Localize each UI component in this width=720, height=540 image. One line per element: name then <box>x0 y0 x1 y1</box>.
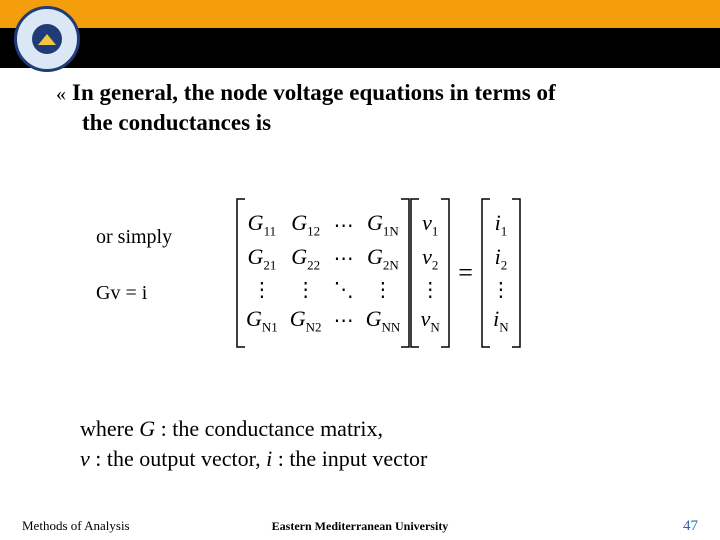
bullet-block: « In general, the node voltage equations … <box>56 78 684 108</box>
g-cell: ⋮ <box>252 277 272 302</box>
or-simply-text: or simply <box>96 226 172 249</box>
where-text: : the input vector <box>272 446 427 471</box>
footer-left: Methods of Analysis <box>22 518 130 534</box>
i-bracket-right <box>511 198 521 348</box>
footer-page-number: 47 <box>683 518 698 535</box>
g-cell: G12 <box>291 210 320 239</box>
slide-content: « In general, the node voltage equations … <box>36 78 684 496</box>
university-logo <box>14 6 80 72</box>
g-cell: G1N <box>367 210 399 239</box>
g-cell: ⋯ <box>334 246 354 271</box>
g-cell: G11 <box>248 210 276 239</box>
black-title-band <box>0 28 720 68</box>
i-cell: i1 <box>495 210 508 239</box>
where-text: where <box>80 416 139 441</box>
i-bracket-left <box>481 198 491 348</box>
g-cell: G2N <box>367 244 399 273</box>
i-cell: iN <box>493 306 509 335</box>
g-cell: ⋮ <box>373 277 393 302</box>
where-block: where G : the conductance matrix, v : th… <box>80 414 427 473</box>
g-cell: GNN <box>366 306 401 335</box>
g-cell: G22 <box>291 244 320 273</box>
v-bracket-right <box>440 198 450 348</box>
bullet-symbol: « <box>56 83 66 105</box>
bullet-line-2: the conductances is <box>82 110 271 135</box>
bullet-line-2-wrap: the conductances is <box>82 108 684 138</box>
v-vector: v1 v2 ⋮ vN <box>420 210 440 335</box>
v-cell: vN <box>421 306 440 335</box>
g-cell: ⋯ <box>334 213 354 238</box>
slide-footer: Methods of Analysis Eastern Mediterranea… <box>0 512 720 540</box>
v-cell: v2 <box>422 244 438 273</box>
g-bracket-right <box>400 198 410 348</box>
where-text: : the output vector, <box>90 446 266 471</box>
v-cell: ⋮ <box>420 277 440 302</box>
g-matrix: G11 G12 ⋯ G1N G21 G22 ⋯ G2N ⋮ ⋮ ⋱ ⋮ GN1 … <box>246 210 400 335</box>
bullet-line-1: In general, the node voltage equations i… <box>72 80 556 105</box>
g-cell: ⋯ <box>334 308 354 333</box>
g-cell: G21 <box>247 244 276 273</box>
i-vector: i1 i2 ⋮ iN <box>491 210 511 335</box>
where-G: G <box>139 416 155 441</box>
g-cell: GN1 <box>246 306 278 335</box>
g-bracket-left <box>236 198 246 348</box>
footer-center: Eastern Mediterranean University <box>272 519 449 534</box>
g-cell: ⋮ <box>296 277 316 302</box>
g-cell: GN2 <box>290 306 322 335</box>
v-cell: v1 <box>422 210 438 239</box>
gv-eq-i-text: Gv = i <box>96 282 147 305</box>
matrix-equation: G11 G12 ⋯ G1N G21 G22 ⋯ G2N ⋮ ⋮ ⋱ ⋮ GN1 … <box>236 198 521 348</box>
logo-inner-icon <box>32 24 62 54</box>
i-cell: ⋮ <box>491 277 511 302</box>
v-bracket-left <box>410 198 420 348</box>
where-text: : the conductance matrix, <box>155 416 383 441</box>
i-cell: i2 <box>495 244 508 273</box>
where-v: v <box>80 446 90 471</box>
g-cell: ⋱ <box>334 277 354 302</box>
equals-sign: = <box>458 258 473 288</box>
